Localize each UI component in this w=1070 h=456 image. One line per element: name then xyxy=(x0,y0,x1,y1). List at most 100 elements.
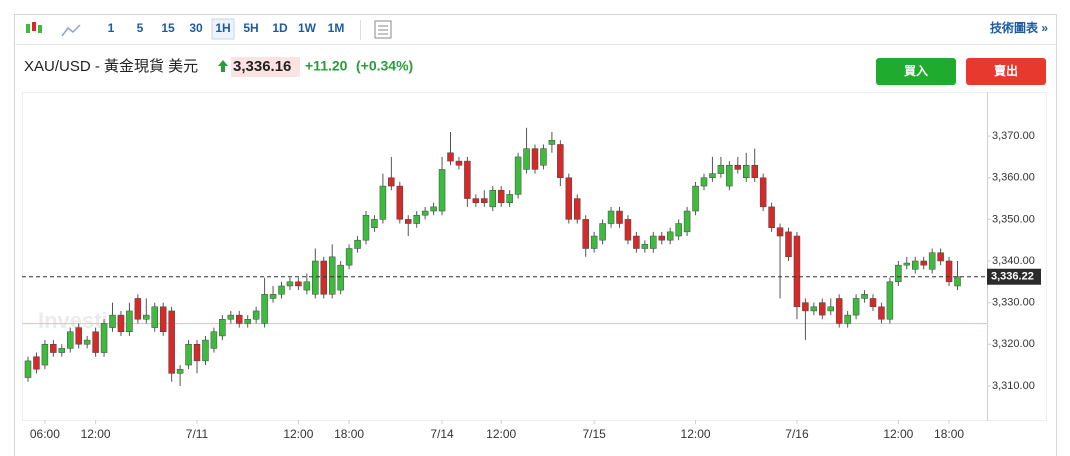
interval-button[interactable]: 1 xyxy=(108,21,115,35)
candle-body xyxy=(100,323,108,353)
buy-label[interactable]: 買入 xyxy=(904,64,928,78)
candle-body xyxy=(202,339,209,362)
candle-body xyxy=(438,169,446,212)
candle-body xyxy=(236,314,243,324)
candle-body xyxy=(489,189,496,208)
interval-button[interactable]: 1M xyxy=(328,21,345,35)
candle-body xyxy=(362,214,370,241)
candle-body xyxy=(303,281,311,291)
y-tick-label: 3,320.00 xyxy=(992,338,1035,350)
candle-body xyxy=(252,310,260,320)
candle-body xyxy=(751,165,758,178)
candle-body xyxy=(692,185,699,212)
interval-button[interactable]: 1D xyxy=(272,21,288,35)
interval-button[interactable]: 5H xyxy=(243,21,258,35)
interval-button[interactable]: 30 xyxy=(189,21,203,35)
candle-icon[interactable] xyxy=(26,22,42,33)
candle-body xyxy=(531,148,539,170)
candle-body xyxy=(421,210,429,216)
candle-body xyxy=(117,314,125,333)
candle-body xyxy=(582,219,589,249)
y-tick-label: 3,340.00 xyxy=(992,255,1035,267)
interval-button[interactable]: 15 xyxy=(161,21,175,35)
candle-body xyxy=(793,235,801,308)
table-icon[interactable] xyxy=(374,20,392,39)
candle-body xyxy=(717,165,725,174)
candle-body xyxy=(827,306,834,312)
technical-chart-link[interactable]: 技術圖表 » xyxy=(990,20,1048,35)
candle-body xyxy=(151,306,158,328)
candle-body xyxy=(565,177,573,220)
candle-body xyxy=(41,343,49,366)
x-tick-label: 7/15 xyxy=(582,427,606,441)
frame xyxy=(14,14,1057,456)
symbol-title: XAU/USD - 黃金現貨 美元 xyxy=(24,58,198,75)
interval-button[interactable]: 1H xyxy=(215,21,230,35)
candle-body xyxy=(726,165,733,187)
candle-body xyxy=(455,160,463,166)
candle-body xyxy=(92,331,99,353)
candle-body xyxy=(928,252,936,270)
candle-body xyxy=(227,314,235,320)
sell-button[interactable] xyxy=(966,58,1046,85)
x-tick-label: 12:00 xyxy=(283,427,313,441)
candle-body xyxy=(58,348,66,353)
candle-body xyxy=(219,319,226,337)
candle-body xyxy=(734,165,742,170)
y-tick-label: 3,370.00 xyxy=(992,130,1035,142)
candle-body xyxy=(590,235,598,249)
candle-body xyxy=(700,177,708,187)
candle-body xyxy=(320,260,327,295)
candle-body xyxy=(548,140,556,145)
candle-body xyxy=(345,248,353,266)
candle-body xyxy=(514,156,522,195)
x-tick-label: 12:00 xyxy=(81,427,111,441)
line-icon[interactable] xyxy=(61,24,81,37)
candle-body xyxy=(269,294,277,299)
candle-body xyxy=(337,264,344,291)
last-price-box xyxy=(987,268,1041,285)
candle-body xyxy=(641,244,649,249)
candle-body xyxy=(67,331,74,349)
candle-body xyxy=(286,281,294,287)
candle-body xyxy=(810,306,818,312)
candle-body xyxy=(624,219,632,241)
candle-body xyxy=(709,173,716,178)
candle-body xyxy=(447,152,454,162)
candle-body xyxy=(759,177,767,208)
candle-body xyxy=(658,235,665,241)
last-price-label: 3,336.22 xyxy=(991,271,1034,283)
candle-body xyxy=(379,185,387,220)
candle-body xyxy=(633,235,640,249)
candle-body xyxy=(261,294,268,324)
x-tick-label: 06:00 xyxy=(30,427,60,441)
candle-body xyxy=(683,210,691,233)
buy-button[interactable] xyxy=(876,58,956,85)
y-tick-label: 3,310.00 xyxy=(992,380,1035,392)
candle-body xyxy=(776,227,784,237)
x-tick-label: 12:00 xyxy=(486,427,516,441)
candle-body xyxy=(886,281,894,320)
candle-body xyxy=(920,260,927,266)
x-tick-label: 18:00 xyxy=(334,427,364,441)
active-interval xyxy=(211,18,235,40)
candle-body xyxy=(33,356,40,370)
candle-body xyxy=(574,198,581,220)
sell-label[interactable]: 賣出 xyxy=(993,63,1018,78)
interval-button[interactable]: 1W xyxy=(298,21,317,35)
y-tick-label: 3,350.00 xyxy=(992,213,1035,225)
candle-body xyxy=(210,331,218,349)
candle-body xyxy=(557,144,564,178)
x-tick-label: 7/14 xyxy=(430,427,454,441)
candle-body xyxy=(388,177,395,187)
candle-body xyxy=(852,298,860,316)
candle-body xyxy=(675,223,682,237)
interval-button[interactable]: 5 xyxy=(137,21,144,35)
price-change-pct: (+0.34%) xyxy=(356,58,413,74)
candle-body xyxy=(616,210,623,224)
candle-body xyxy=(134,298,142,320)
candle-body xyxy=(607,210,615,224)
candle-body xyxy=(523,148,530,170)
plot-frame xyxy=(22,92,1047,421)
